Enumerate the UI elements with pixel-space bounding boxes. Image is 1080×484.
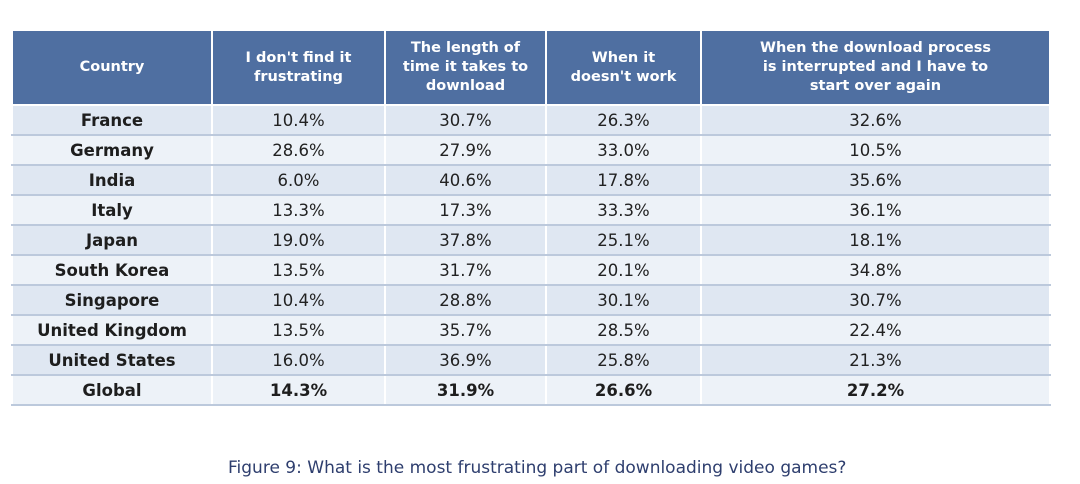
value-cell-interrupted: 18.1%	[700, 225, 1051, 256]
column-header-line: doesn't work	[570, 68, 677, 85]
column-header-line: Country	[79, 59, 145, 75]
value-cell-download-time: 17.3%	[384, 195, 547, 226]
column-header-line: When it	[591, 49, 656, 66]
table-row: France 10.4% 30.7% 26.3% 32.6%	[11, 105, 1051, 136]
value-cell-interrupted: 32.6%	[700, 105, 1051, 136]
column-header-country: Country	[11, 29, 213, 106]
table-row: United Kingdom 13.5% 35.7% 28.5% 22.4%	[11, 315, 1051, 346]
table-row: Germany 28.6% 27.9% 33.0% 10.5%	[11, 135, 1051, 166]
value-cell-interrupted: 30.7%	[700, 285, 1051, 316]
column-header-line: download	[425, 78, 506, 94]
value-cell-download-time: 37.8%	[384, 225, 547, 256]
value-cell-download-time: 31.7%	[384, 255, 547, 286]
table-row: Global 14.3% 31.9% 26.6% 27.2%	[11, 375, 1051, 406]
value-cell-interrupted: 35.6%	[700, 165, 1051, 196]
value-cell-not-frustrating: 10.4%	[211, 285, 386, 316]
column-header-doesnt-work: When it doesn't work	[545, 29, 702, 106]
value-cell-interrupted: 22.4%	[700, 315, 1051, 346]
column-header-line: The length of	[410, 40, 521, 56]
value-cell-download-time: 30.7%	[384, 105, 547, 136]
value-cell-doesnt-work: 17.8%	[545, 165, 702, 196]
table-row: United States 16.0% 36.9% 25.8% 21.3%	[11, 345, 1051, 376]
value-cell-interrupted: 36.1%	[700, 195, 1051, 226]
value-cell-doesnt-work: 25.8%	[545, 345, 702, 376]
value-cell-doesnt-work: 25.1%	[545, 225, 702, 256]
value-cell-doesnt-work: 26.6%	[545, 375, 702, 406]
value-cell-doesnt-work: 28.5%	[545, 315, 702, 346]
value-cell-download-time: 36.9%	[384, 345, 547, 376]
value-cell-doesnt-work: 33.0%	[545, 135, 702, 166]
column-header-line: When the download process	[759, 40, 992, 56]
value-cell-not-frustrating: 19.0%	[211, 225, 386, 256]
value-cell-download-time: 27.9%	[384, 135, 547, 166]
country-cell: South Korea	[11, 255, 213, 286]
value-cell-not-frustrating: 10.4%	[211, 105, 386, 136]
value-cell-interrupted: 10.5%	[700, 135, 1051, 166]
value-cell-doesnt-work: 20.1%	[545, 255, 702, 286]
value-cell-doesnt-work: 30.1%	[545, 285, 702, 316]
value-cell-download-time: 40.6%	[384, 165, 547, 196]
country-cell: Japan	[11, 225, 213, 256]
country-cell: Global	[11, 375, 213, 406]
table-row: Italy 13.3% 17.3% 33.3% 36.1%	[11, 195, 1051, 226]
table-body: France 10.4% 30.7% 26.3% 32.6% Germany 28.6% 27…	[11, 105, 1051, 406]
table-row: India 6.0% 40.6% 17.8% 35.6%	[11, 165, 1051, 196]
column-header-line: start over again	[809, 78, 942, 94]
value-cell-interrupted: 34.8%	[700, 255, 1051, 286]
country-cell: France	[11, 105, 213, 136]
value-cell-download-time: 31.9%	[384, 375, 547, 406]
value-cell-not-frustrating: 13.3%	[211, 195, 386, 226]
value-cell-doesnt-work: 26.3%	[545, 105, 702, 136]
column-header-line: I don't find it	[245, 49, 352, 66]
survey-table: Country I don't find it frustrating The len…	[11, 29, 1051, 406]
value-cell-interrupted: 21.3%	[700, 345, 1051, 376]
table-row: South Korea 13.5% 31.7% 20.1% 34.8%	[11, 255, 1051, 286]
table-row: Japan 19.0% 37.8% 25.1% 18.1%	[11, 225, 1051, 256]
value-cell-interrupted: 27.2%	[700, 375, 1051, 406]
value-cell-not-frustrating: 13.5%	[211, 315, 386, 346]
value-cell-not-frustrating: 14.3%	[211, 375, 386, 406]
table-row: Singapore 10.4% 28.8% 30.1% 30.7%	[11, 285, 1051, 316]
value-cell-doesnt-work: 33.3%	[545, 195, 702, 226]
column-header-line: is interrupted and I have to	[762, 59, 989, 75]
value-cell-download-time: 35.7%	[384, 315, 547, 346]
column-header-line: frustrating	[254, 68, 343, 85]
country-cell: Germany	[11, 135, 213, 166]
country-cell: United Kingdom	[11, 315, 213, 346]
column-header-not-frustrating: I don't find it frustrating	[211, 29, 386, 106]
figure-caption: Figure 9: What is the most frustrating p…	[228, 458, 847, 478]
value-cell-not-frustrating: 6.0%	[211, 165, 386, 196]
country-cell: India	[11, 165, 213, 196]
value-cell-download-time: 28.8%	[384, 285, 547, 316]
value-cell-not-frustrating: 28.6%	[211, 135, 386, 166]
value-cell-not-frustrating: 16.0%	[211, 345, 386, 376]
column-header-interrupted: When the download process is interrupted …	[700, 29, 1051, 106]
country-cell: Singapore	[11, 285, 213, 316]
table-header-row: Country I don't find it frustrating The len…	[11, 29, 1051, 106]
value-cell-not-frustrating: 13.5%	[211, 255, 386, 286]
column-header-line: time it takes to	[402, 59, 529, 75]
country-cell: Italy	[11, 195, 213, 226]
country-cell: United States	[11, 345, 213, 376]
column-header-download-time: The length of time it takes to download	[384, 29, 547, 106]
